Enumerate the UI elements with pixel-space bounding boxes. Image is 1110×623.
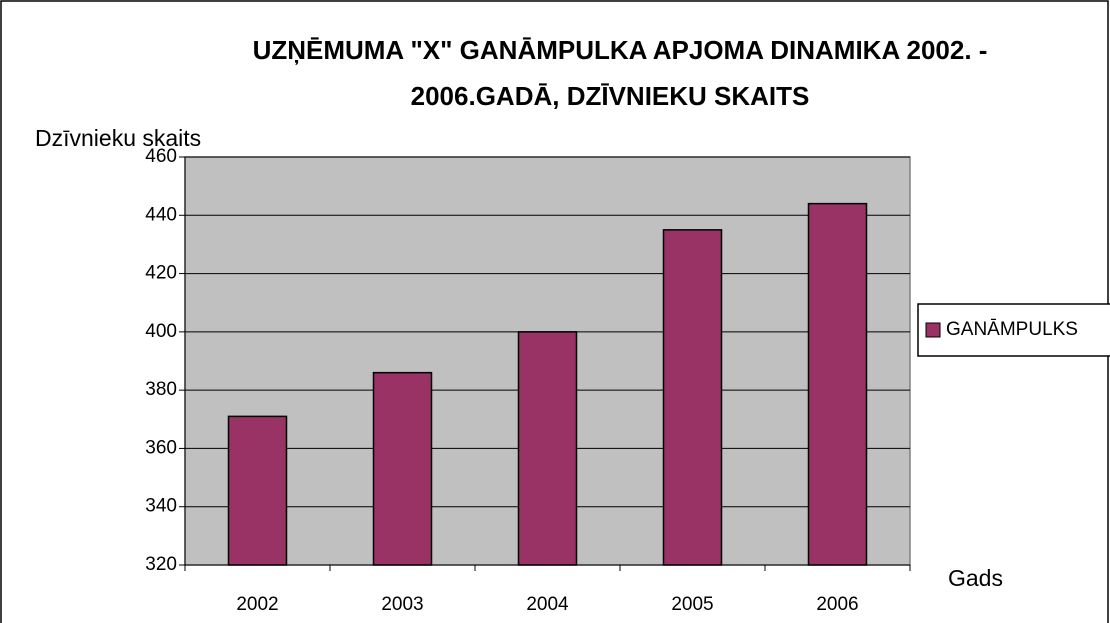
y-tick-label: 380 [145,379,177,400]
x-axis-label: Gads [948,565,1003,591]
y-axis-label: Dzīvnieku skaits [35,125,201,151]
chart-title: UZŅĒMUMA "X" GANĀMPULKA APJOMA DINAMIKA … [253,35,988,65]
x-tick-label: 2002 [236,594,278,615]
y-tick-label: 340 [145,496,177,517]
y-tick-label: 360 [145,437,177,458]
x-tick-label: 2003 [381,594,423,615]
bar [517,331,578,566]
bar [662,229,723,566]
legend-box [917,303,1110,357]
bar [372,371,433,566]
bar [227,415,288,566]
x-tick-label: 2004 [526,594,569,615]
y-tick-label: 320 [145,554,177,575]
bar [807,202,868,566]
x-tick-label: 2006 [816,594,858,615]
legend-swatch [925,322,941,338]
legend-label: GANĀMPULKS [946,319,1078,340]
x-tick-label: 2005 [671,594,713,615]
y-tick-label: 440 [145,204,177,225]
y-tick-label: 420 [145,263,177,284]
y-tick-label: 400 [145,321,177,342]
y-tick-label: 460 [145,146,177,167]
chart-title: 2006.GADĀ, DZĪVNIEKU SKAITS [411,81,810,111]
